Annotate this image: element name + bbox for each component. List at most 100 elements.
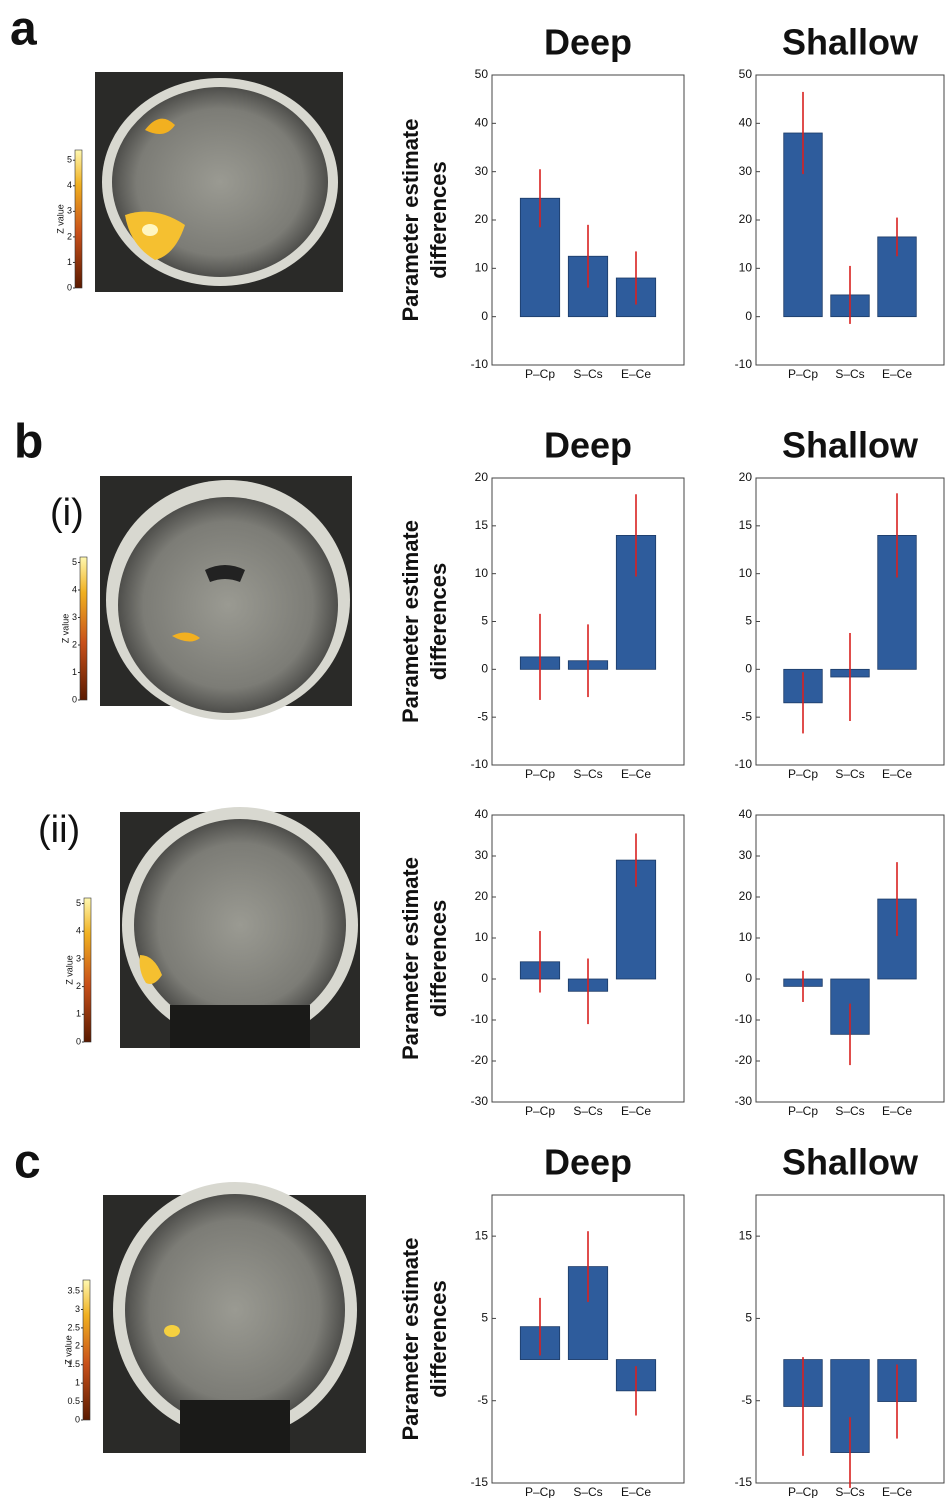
x-tick-label: S–Cs	[573, 367, 602, 381]
x-tick-label: S–Cs	[835, 767, 864, 781]
x-tick-label: S–Cs	[573, 1104, 602, 1118]
colorbar-tick-label: 5	[76, 898, 81, 908]
colorbar-tick-label: 0	[72, 694, 77, 704]
y-tick-label: 30	[475, 848, 489, 862]
y-axis-label: Parameter estimate	[398, 520, 423, 723]
colorbar-tick-label: 2	[76, 981, 81, 991]
x-tick-label: S–Cs	[835, 367, 864, 381]
colorbar-label: Z value	[55, 204, 65, 234]
y-tick-label: 30	[739, 848, 753, 862]
y-tick-label: 5	[481, 614, 488, 628]
colorbar-tick-label: 5	[67, 155, 72, 165]
y-axis-label: differences	[426, 1280, 451, 1397]
x-tick-label: E–Ce	[621, 1104, 651, 1118]
y-tick-label: 20	[739, 470, 753, 484]
colorbar-tick-label: 0	[76, 1036, 81, 1046]
colorbar-tick-label: 4	[67, 180, 72, 190]
chart-title: Deep	[544, 1142, 632, 1183]
y-tick-label: -20	[471, 1053, 489, 1067]
figure: a b (i) (ii) c 012345Z value-10010203040…	[0, 0, 946, 1498]
colorbar-tick-label: 1	[75, 1378, 80, 1388]
y-tick-label: -15	[471, 1475, 489, 1489]
x-tick-label: E–Ce	[882, 1104, 912, 1118]
y-tick-label: 20	[739, 889, 753, 903]
x-tick-label: S–Cs	[835, 1104, 864, 1118]
y-tick-label: 0	[745, 971, 752, 985]
chart-title: Shallow	[782, 1142, 919, 1183]
y-tick-label: -5	[477, 709, 488, 723]
y-tick-label: -10	[471, 1012, 489, 1026]
y-axis-label: Parameter estimate	[398, 857, 423, 1060]
y-tick-label: -10	[471, 757, 489, 771]
y-tick-label: -5	[741, 709, 752, 723]
x-tick-label: P–Cp	[788, 1485, 818, 1498]
chart-title: Shallow	[782, 22, 919, 63]
y-tick-label: -10	[471, 357, 489, 371]
x-tick-label: P–Cp	[788, 767, 818, 781]
colorbar-tick-label: 3	[75, 1304, 80, 1314]
y-axis-label: differences	[426, 563, 451, 680]
colorbar	[84, 898, 91, 1042]
colorbar-tick-label: 3	[76, 953, 81, 963]
x-tick-label: E–Ce	[621, 767, 651, 781]
panel-label: b	[14, 416, 43, 469]
y-tick-label: 40	[739, 116, 753, 130]
panel-label: (ii)	[38, 809, 80, 851]
colorbar	[75, 150, 82, 288]
x-tick-label: P–Cp	[525, 1485, 555, 1498]
y-axis-label: differences	[426, 900, 451, 1017]
y-tick-label: 15	[739, 518, 753, 532]
colorbar	[80, 557, 87, 700]
y-tick-label: 5	[745, 614, 752, 628]
y-tick-label: -30	[471, 1094, 489, 1108]
y-tick-label: 40	[475, 807, 489, 821]
colorbar-tick-label: 1	[76, 1009, 81, 1019]
y-tick-label: 10	[739, 566, 753, 580]
y-tick-label: 15	[475, 1228, 489, 1242]
x-tick-label: P–Cp	[525, 1104, 555, 1118]
colorbar-tick-label: 0.5	[67, 1396, 80, 1406]
brain-image	[95, 72, 343, 292]
colorbar-tick-label: 4	[72, 584, 77, 594]
chart-title: Shallow	[782, 425, 919, 466]
colorbar-tick-label: 4	[76, 926, 81, 936]
panel-label: c	[14, 1136, 41, 1189]
y-tick-label: 50	[475, 67, 489, 81]
y-axis-label: differences	[426, 161, 451, 278]
colorbar-tick-label: 5	[72, 557, 77, 567]
panel-label: a	[10, 3, 37, 56]
y-tick-label: 5	[481, 1311, 488, 1325]
x-tick-label: E–Ce	[621, 1485, 651, 1498]
y-tick-label: 15	[475, 518, 489, 532]
y-tick-label: 10	[475, 930, 489, 944]
colorbar-tick-label: 3	[72, 612, 77, 622]
colorbar-tick-label: 1	[72, 667, 77, 677]
y-tick-label: 0	[481, 309, 488, 323]
y-tick-label: 40	[739, 807, 753, 821]
x-tick-label: P–Cp	[788, 367, 818, 381]
colorbar-tick-label: 2.5	[67, 1322, 80, 1332]
y-tick-label: 20	[475, 470, 489, 484]
x-tick-label: S–Cs	[573, 767, 602, 781]
y-tick-label: 10	[739, 930, 753, 944]
y-tick-label: -15	[735, 1475, 753, 1489]
y-tick-label: 40	[475, 116, 489, 130]
y-tick-label: 30	[475, 164, 489, 178]
y-tick-label: 10	[475, 261, 489, 275]
colorbar-tick-label: 2	[67, 231, 72, 241]
brain-image	[100, 476, 352, 720]
x-tick-label: E–Ce	[882, 1485, 912, 1498]
x-tick-label: E–Ce	[882, 767, 912, 781]
colorbar-tick-label: 0	[67, 282, 72, 292]
y-tick-label: 30	[739, 164, 753, 178]
y-axis-label: Parameter estimate	[398, 118, 423, 321]
x-tick-label: S–Cs	[835, 1485, 864, 1498]
colorbar-tick-label: 1	[67, 257, 72, 267]
y-tick-label: -10	[735, 757, 753, 771]
x-tick-label: P–Cp	[788, 1104, 818, 1118]
y-axis-label: Parameter estimate	[398, 1237, 423, 1440]
colorbar-tick-label: 2	[75, 1341, 80, 1351]
colorbar-tick-label: 0	[75, 1414, 80, 1424]
y-tick-label: 0	[481, 662, 488, 676]
y-tick-label: 20	[739, 212, 753, 226]
